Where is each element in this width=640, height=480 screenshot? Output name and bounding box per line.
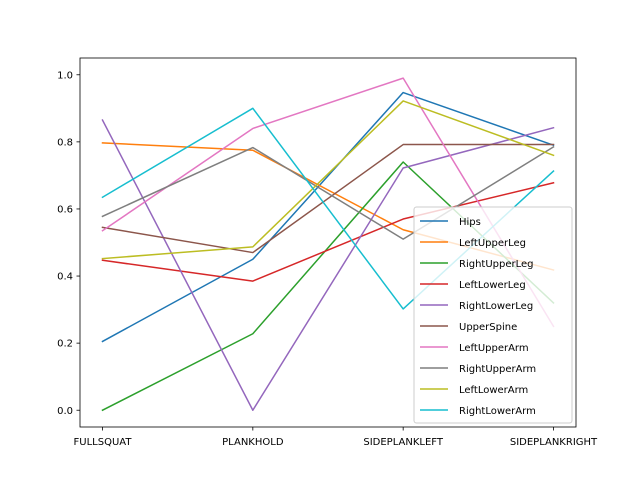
series-line-4	[101, 119, 555, 411]
series-line-5	[101, 143, 555, 254]
y-tick-label: 0.8	[57, 137, 73, 148]
legend: Hips LeftUpperLeg RightUpperLeg LeftLowerLe…	[413, 206, 573, 424]
x-axis: FULLSQUAT PLANKHOLD SIDEPLANKLEFT SIDEPLANK…	[74, 427, 598, 448]
x-tick-label: SIDEPLANKRIGHT	[510, 437, 598, 448]
legend-label: RightLowerArm	[459, 406, 536, 417]
x-tick-label: PLANKHOLD	[222, 437, 284, 448]
y-tick-label: 0.2	[57, 339, 73, 350]
legend-label: RightUpperArm	[459, 364, 536, 375]
legend-label: LeftUpperLeg	[459, 238, 526, 249]
legend-frame	[413, 206, 573, 424]
x-tick-label: SIDEPLANKLEFT	[363, 437, 443, 448]
series-line-8	[101, 100, 555, 260]
y-tick-label: 0.4	[57, 272, 73, 283]
x-tick-label: FULLSQUAT	[74, 437, 133, 448]
y-tick-label: 0.6	[57, 205, 73, 216]
legend-label: LeftLowerArm	[459, 385, 528, 396]
series-line-0	[101, 91, 555, 343]
series-line-6	[101, 77, 555, 328]
legend-label: RightLowerLeg	[459, 301, 533, 312]
y-tick-label: 1.0	[57, 70, 73, 81]
legend-label: Hips	[459, 217, 481, 228]
legend-label: LeftLowerLeg	[459, 280, 526, 291]
axes-frame	[79, 57, 577, 428]
y-axis: 0.0 0.2 0.4 0.6 0.8 1.0	[57, 70, 80, 417]
legend-label: UpperSpine	[459, 322, 517, 333]
series-line-7	[101, 145, 555, 240]
legend-label: LeftUpperArm	[459, 343, 529, 354]
legend-label: RightUpperLeg	[459, 259, 534, 270]
y-tick-label: 0.0	[57, 406, 73, 417]
